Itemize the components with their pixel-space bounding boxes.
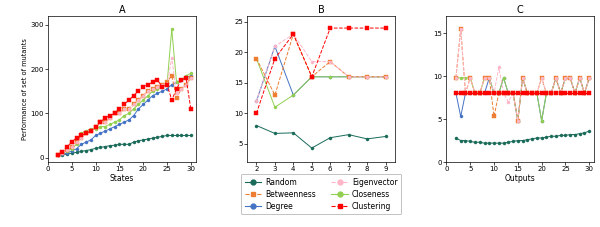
X-axis label: States: States: [110, 174, 134, 183]
Title: B: B: [317, 5, 325, 15]
Y-axis label: Performance of set of mutants: Performance of set of mutants: [22, 38, 28, 140]
Legend: Random, Betweenness, Degree, Eigenvector, Closeness, Clustering: Random, Betweenness, Degree, Eigenvector…: [241, 174, 401, 215]
Title: A: A: [118, 5, 125, 15]
X-axis label: Inputs: Inputs: [309, 174, 333, 183]
Title: C: C: [517, 5, 524, 15]
X-axis label: Outputs: Outputs: [505, 174, 536, 183]
